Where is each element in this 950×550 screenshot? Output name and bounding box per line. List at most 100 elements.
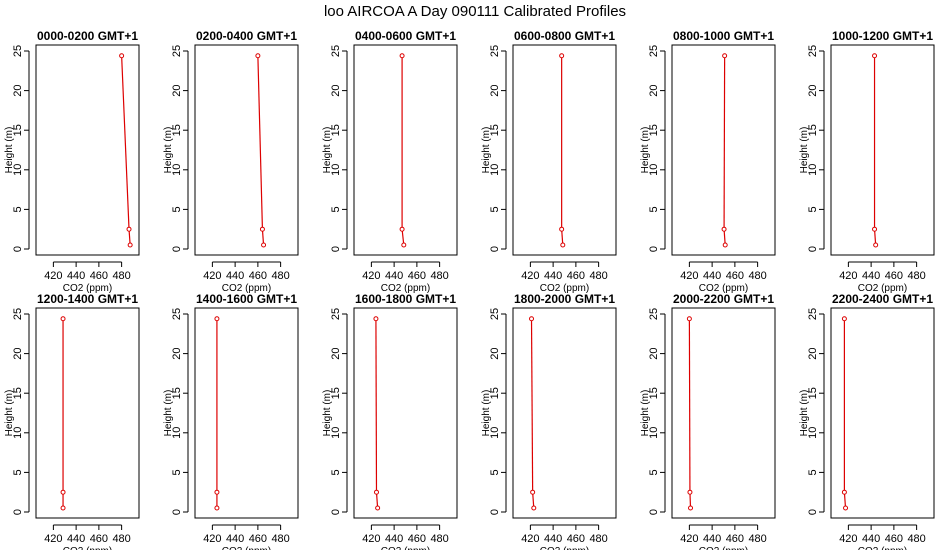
y-axis: 0 5 10 15 20 25 Height (m) — [481, 308, 507, 515]
profile-point — [559, 53, 565, 59]
x-axis-label: CO2 (ppm) — [699, 546, 748, 550]
y-axis-label: Height (m) — [4, 390, 15, 437]
x-tick-label: 440 — [862, 533, 880, 545]
y-tick-label: 5 — [330, 206, 342, 212]
profile-panel: 0200-0400 GMT+1 0 5 10 15 20 25 Height (m) 420 44… — [163, 29, 299, 294]
plot-frame — [194, 307, 299, 519]
x-tick-label: 460 — [90, 270, 108, 282]
y-tick-label: 5 — [489, 206, 501, 212]
y-tick-label: 0 — [807, 509, 819, 515]
x-tick-label: 480 — [589, 533, 607, 545]
panel-title: 1800-2000 GMT+1 — [514, 292, 615, 306]
y-axis: 0 5 10 15 20 25 Height (m) — [163, 308, 189, 515]
y-tick-label: 20 — [330, 347, 342, 359]
y-tick-label: 5 — [171, 206, 183, 212]
y-axis-label: Height (m) — [799, 127, 810, 174]
x-tick-label: 440 — [703, 533, 721, 545]
profile-point — [686, 316, 692, 322]
profile-point — [60, 489, 66, 495]
x-axis-label: CO2 (ppm) — [222, 546, 271, 550]
profile-point — [529, 316, 535, 322]
x-tick-label: 440 — [226, 270, 244, 282]
y-tick-label: 5 — [171, 469, 183, 475]
profile-line-segment — [723, 55, 726, 230]
y-tick-label: 20 — [648, 84, 660, 96]
plot-frame — [353, 44, 458, 256]
x-tick-label: 480 — [271, 533, 289, 545]
x-tick-label: 420 — [839, 270, 857, 282]
profile-point — [259, 226, 265, 232]
y-tick-label: 25 — [648, 45, 660, 57]
x-axis-label: CO2 (ppm) — [858, 283, 907, 294]
y-tick-label: 25 — [171, 308, 183, 320]
y-axis: 0 5 10 15 20 25 Height (m) — [322, 308, 348, 515]
y-tick-label: 15 — [330, 387, 342, 399]
y-tick-label: 0 — [807, 246, 819, 252]
profile-point — [375, 505, 381, 511]
y-tick-label: 25 — [12, 308, 24, 320]
y-tick-label: 20 — [330, 84, 342, 96]
y-tick-label: 5 — [648, 206, 660, 212]
profile-point — [531, 505, 537, 511]
panel-title: 1000-1200 GMT+1 — [832, 29, 933, 43]
x-tick-label: 420 — [203, 533, 221, 545]
profile-line-segment — [843, 492, 847, 509]
profile-point — [688, 505, 694, 511]
profile-point — [119, 53, 125, 59]
x-tick-label: 460 — [567, 533, 585, 545]
profile-line-segment — [257, 55, 264, 230]
plot-frame — [353, 307, 458, 519]
x-tick-label: 420 — [839, 533, 857, 545]
y-tick-label: 10 — [330, 427, 342, 439]
plot-frame — [830, 307, 935, 519]
y-tick-label: 15 — [171, 124, 183, 136]
x-axis-label: CO2 (ppm) — [63, 283, 112, 294]
y-tick-label: 15 — [489, 124, 501, 136]
profile-line-segment — [530, 318, 534, 493]
panel-title: 0800-1000 GMT+1 — [673, 29, 774, 43]
panel-title: 0600-0800 GMT+1 — [514, 29, 615, 43]
plot-frame — [35, 307, 140, 519]
y-axis-label: Height (m) — [640, 390, 651, 437]
profile-series — [60, 316, 66, 511]
profile-point — [872, 53, 878, 59]
profile-point — [214, 316, 220, 322]
x-tick-label: 420 — [521, 533, 539, 545]
profile-point — [214, 489, 220, 495]
x-tick-label: 440 — [544, 533, 562, 545]
profile-point — [399, 226, 405, 232]
profile-line-segment — [561, 229, 564, 246]
profile-point — [841, 489, 847, 495]
profile-point — [560, 242, 566, 248]
y-tick-label: 5 — [12, 469, 24, 475]
profile-point — [214, 505, 220, 511]
y-tick-label: 15 — [12, 124, 24, 136]
x-tick-label: 460 — [408, 533, 426, 545]
y-axis-label: Height (m) — [163, 390, 174, 437]
x-tick-label: 480 — [430, 270, 448, 282]
profile-line-segment — [532, 492, 535, 509]
y-tick-label: 15 — [648, 387, 660, 399]
x-axis-label: CO2 (ppm) — [63, 546, 112, 550]
x-axis-label: CO2 (ppm) — [381, 283, 430, 294]
panel-title: 2200-2400 GMT+1 — [832, 292, 933, 306]
x-tick-label: 460 — [885, 270, 903, 282]
y-tick-label: 20 — [12, 347, 24, 359]
y-tick-label: 25 — [330, 308, 342, 320]
y-tick-label: 25 — [807, 308, 819, 320]
profile-point — [687, 489, 693, 495]
y-tick-label: 0 — [171, 246, 183, 252]
panel-title: 1400-1600 GMT+1 — [196, 292, 297, 306]
panel-title: 2000-2200 GMT+1 — [673, 292, 774, 306]
profile-point — [559, 226, 565, 232]
y-axis: 0 5 10 15 20 25 Height (m) — [640, 308, 666, 515]
x-tick-label: 480 — [748, 270, 766, 282]
y-axis-label: Height (m) — [322, 390, 333, 437]
y-tick-label: 0 — [12, 509, 24, 515]
profile-panel: 1800-2000 GMT+1 0 5 10 15 20 25 Height (m) 420 44… — [481, 292, 617, 550]
profile-point — [373, 489, 379, 495]
profile-panel: 0600-0800 GMT+1 0 5 10 15 20 25 Height (m) 420 44… — [481, 29, 617, 294]
profile-point — [873, 242, 879, 248]
y-tick-label: 25 — [171, 45, 183, 57]
